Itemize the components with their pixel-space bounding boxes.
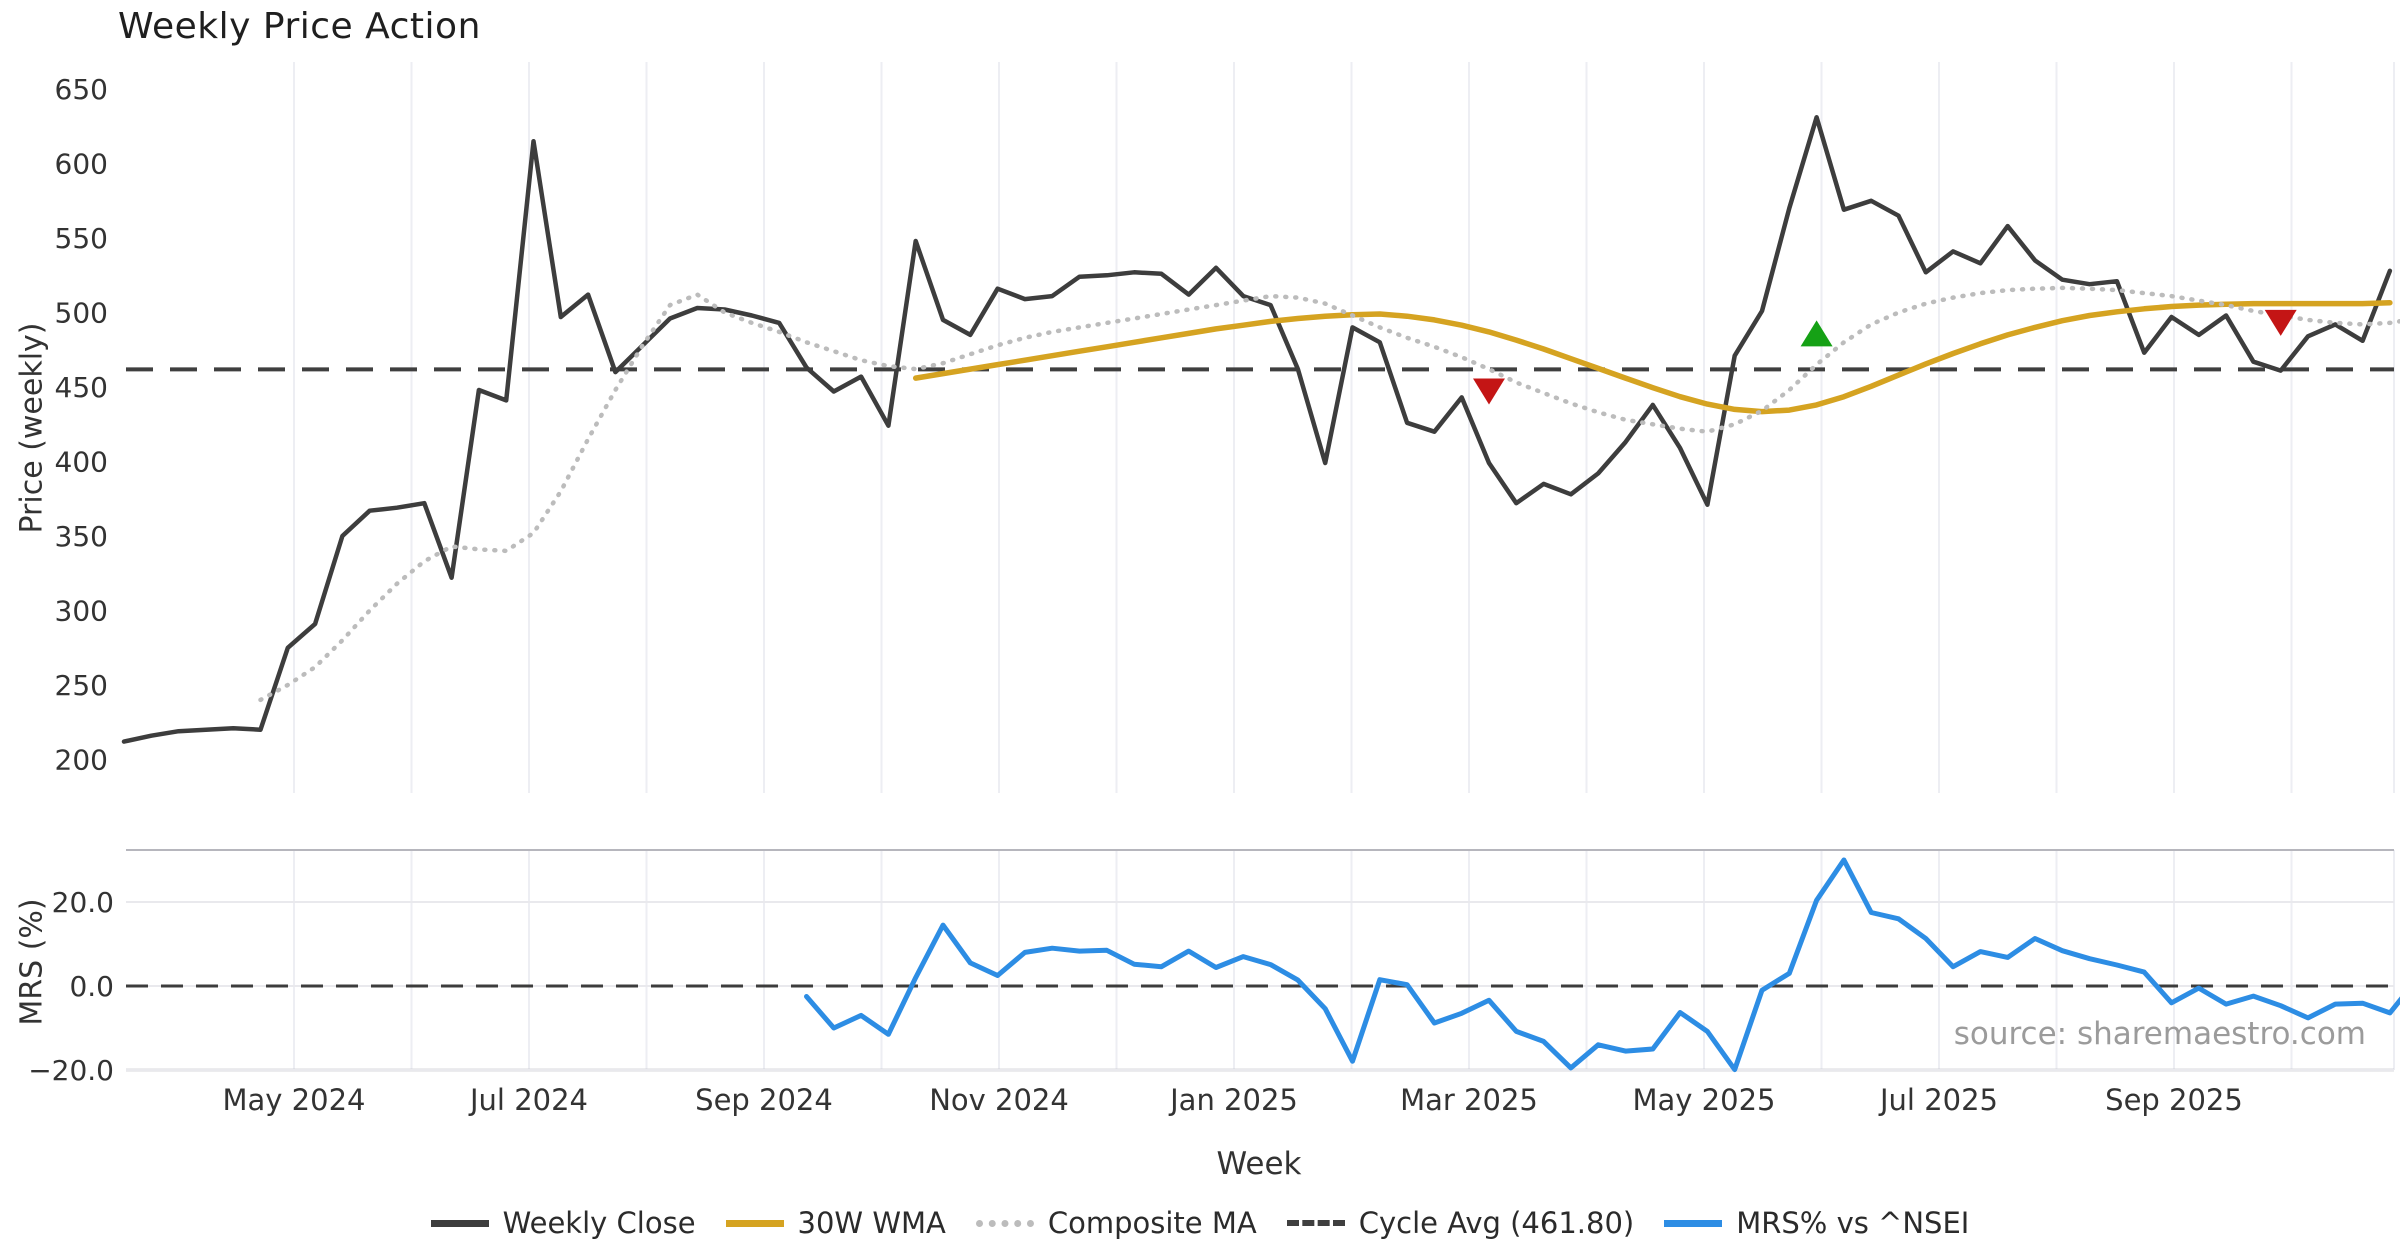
price-tick-label: 300 (55, 595, 108, 628)
triangle-down-signal-marker (2264, 309, 2297, 336)
legend-label: Composite MA (1047, 1206, 1257, 1240)
series-composite-ma (258, 285, 2400, 703)
legend-label: 30W WMA (797, 1206, 946, 1240)
month-tick-label: Sep 2024 (695, 1083, 833, 1117)
weekly-close-line-swatch-icon (430, 1219, 489, 1227)
month-tick-label: Jan 2025 (1168, 1083, 1298, 1117)
legend-item-weekly-close: Weekly Close (430, 1206, 696, 1240)
month-tick-label: Sep 2025 (2105, 1083, 2243, 1117)
legend-label: MRS% vs ^NSEI (1736, 1206, 1970, 1240)
price-axis-label: Price (weekly) (14, 322, 50, 534)
legend-label: Weekly Close (502, 1206, 696, 1240)
price-tick-label: 650 (55, 73, 108, 106)
cycle-avg-line-swatch-icon (1286, 1220, 1345, 1226)
mrs-tick-label: −20.0 (28, 1054, 114, 1087)
series-30w-wma (912, 300, 2393, 415)
month-tick-label: Nov 2024 (929, 1083, 1069, 1117)
wma-line-swatch-icon (725, 1219, 784, 1227)
series-mrs-vs-nsei (804, 857, 2400, 1073)
composite-ma-line-swatch-icon (975, 1219, 1034, 1227)
legend-item-composite-ma: Composite MA (975, 1206, 1257, 1240)
price-tick-label: 550 (55, 222, 108, 255)
mrs-axis-label: MRS (%) (14, 898, 50, 1026)
month-tick-label: Jul 2025 (1878, 1083, 1998, 1117)
x-axis-label: Week (1216, 1146, 1302, 1182)
mrs-line-swatch-icon (1664, 1219, 1723, 1227)
mrs-tick-label: 20.0 (52, 886, 114, 919)
chart-title: Weekly Price Action (118, 6, 481, 47)
legend-item-30w-wma: 30W WMA (725, 1206, 946, 1240)
triangle-up-signal-marker (1800, 320, 1833, 347)
month-tick-label: Jul 2024 (468, 1083, 588, 1117)
month-tick-label: May 2024 (223, 1083, 366, 1117)
price-tick-label: 600 (55, 148, 108, 181)
legend-label: Cycle Avg (461.80) (1358, 1206, 1635, 1240)
month-tick-label: May 2025 (1633, 1083, 1776, 1117)
source-watermark: source: sharemaestro.com (1953, 1016, 2366, 1052)
month-tick-label: Mar 2025 (1400, 1083, 1538, 1117)
triangle-down-signal-marker (1473, 378, 1505, 405)
chart-legend: Weekly Close 30W WMA Composite MA Cycle … (0, 1206, 2400, 1240)
legend-item-mrs: MRS% vs ^NSEI (1664, 1206, 1969, 1240)
price-tick-label: 250 (55, 669, 108, 702)
price-tick-label: 350 (55, 520, 108, 553)
price-tick-label: 500 (55, 297, 108, 330)
mrs-tick-label: 0.0 (69, 970, 114, 1003)
legend-item-cycle-avg: Cycle Avg (461.80) (1286, 1206, 1635, 1240)
price-tick-label: 450 (55, 371, 108, 404)
series-weekly-close (121, 115, 2393, 744)
price-tick-label: 400 (55, 446, 108, 479)
price-tick-label: 200 (55, 744, 108, 777)
